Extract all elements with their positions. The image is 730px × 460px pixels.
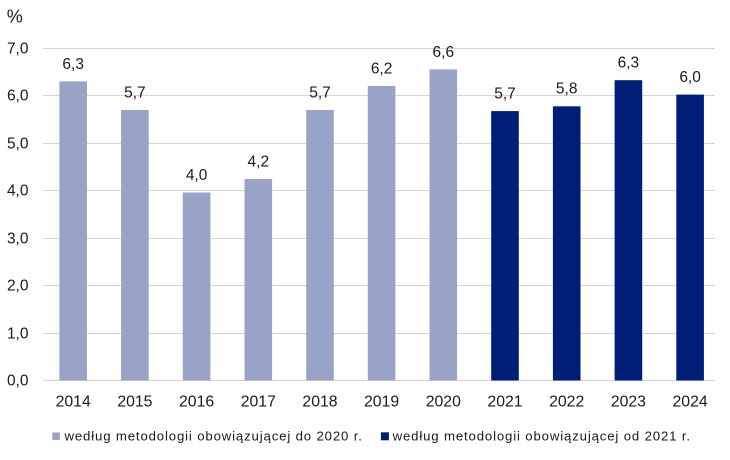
svg-text:0,0: 0,0	[7, 372, 29, 389]
svg-text:4,0: 4,0	[186, 167, 208, 184]
svg-text:2016: 2016	[179, 393, 214, 410]
svg-text:2024: 2024	[673, 393, 708, 410]
svg-text:6,2: 6,2	[371, 60, 393, 77]
svg-text:6,0: 6,0	[7, 87, 29, 104]
svg-text:7,0: 7,0	[7, 40, 29, 57]
svg-text:5,7: 5,7	[309, 84, 331, 101]
svg-text:2022: 2022	[549, 393, 584, 410]
svg-text:5,7: 5,7	[124, 84, 146, 101]
svg-text:2,0: 2,0	[7, 277, 29, 294]
svg-text:6,3: 6,3	[618, 55, 640, 72]
svg-text:2015: 2015	[117, 393, 152, 410]
svg-text:6,3: 6,3	[62, 56, 84, 73]
svg-text:6,6: 6,6	[433, 44, 455, 61]
svg-text:5,7: 5,7	[494, 86, 516, 103]
svg-text:5,0: 5,0	[7, 135, 29, 152]
svg-text:6,0: 6,0	[679, 69, 701, 86]
svg-text:%: %	[7, 7, 23, 27]
svg-text:2021: 2021	[487, 393, 522, 410]
svg-text:3,0: 3,0	[7, 230, 29, 247]
svg-text:według metodologii obowiązując: według metodologii obowiązującej od 2021…	[392, 428, 691, 443]
svg-text:2014: 2014	[56, 393, 91, 410]
svg-text:5,8: 5,8	[556, 81, 578, 98]
svg-text:1,0: 1,0	[7, 325, 29, 342]
svg-text:2023: 2023	[611, 393, 646, 410]
svg-text:4,2: 4,2	[248, 153, 270, 170]
svg-text:2020: 2020	[426, 393, 461, 410]
svg-text:4,0: 4,0	[7, 182, 29, 199]
svg-text:według metodologii obowiązując: według metodologii obowiązującej do 2020…	[64, 428, 363, 443]
svg-text:2017: 2017	[241, 393, 276, 410]
svg-text:2019: 2019	[364, 393, 399, 410]
svg-text:2018: 2018	[302, 393, 337, 410]
